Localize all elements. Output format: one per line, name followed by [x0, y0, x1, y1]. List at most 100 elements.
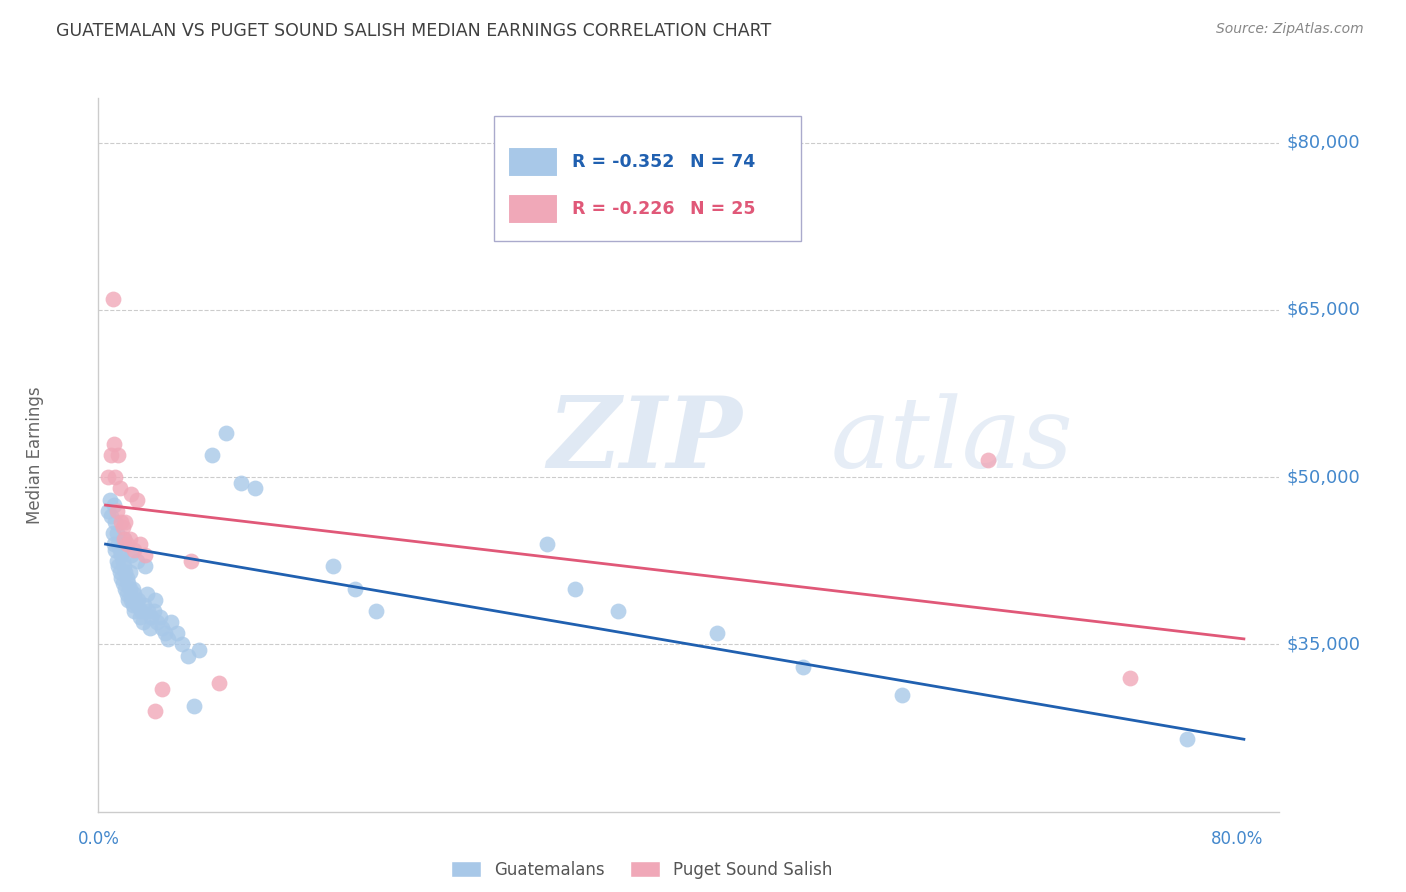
Text: N = 25: N = 25: [690, 200, 755, 218]
Text: R = -0.226: R = -0.226: [572, 200, 675, 218]
Point: [135, 587, 157, 601]
Point: [208, 676, 231, 690]
Point: [143, 592, 166, 607]
Point: [131, 615, 153, 630]
Point: [138, 621, 160, 635]
Point: [124, 592, 146, 607]
Point: [201, 448, 224, 462]
Point: [97, 470, 120, 484]
Point: [115, 587, 138, 601]
Point: [104, 470, 127, 484]
Point: [125, 492, 148, 507]
Point: [977, 453, 1000, 467]
Point: [111, 554, 134, 568]
Point: [120, 487, 142, 501]
Point: [564, 582, 586, 596]
Legend: Guatemalans, Puget Sound Salish: Guatemalans, Puget Sound Salish: [444, 855, 839, 886]
FancyBboxPatch shape: [494, 116, 801, 241]
Point: [706, 626, 728, 640]
Text: atlas: atlas: [831, 393, 1073, 488]
Point: [107, 448, 129, 462]
Point: [134, 559, 156, 574]
Point: [152, 681, 174, 696]
Point: [115, 537, 138, 551]
Text: Source: ZipAtlas.com: Source: ZipAtlas.com: [1216, 22, 1364, 37]
Point: [127, 592, 149, 607]
Text: GUATEMALAN VS PUGET SOUND SALISH MEDIAN EARNINGS CORRELATION CHART: GUATEMALAN VS PUGET SOUND SALISH MEDIAN …: [56, 22, 772, 40]
Point: [121, 599, 143, 613]
FancyBboxPatch shape: [508, 147, 558, 178]
Point: [100, 448, 122, 462]
Point: [128, 537, 150, 551]
Point: [108, 542, 131, 557]
Point: [107, 537, 129, 551]
Point: [536, 537, 558, 551]
Point: [118, 532, 141, 546]
Point: [121, 582, 143, 596]
Point: [129, 604, 152, 618]
Point: [1119, 671, 1142, 685]
Point: [101, 292, 124, 306]
Point: [108, 482, 131, 496]
Point: [115, 571, 138, 585]
Point: [139, 609, 162, 624]
Point: [125, 599, 148, 613]
Point: [114, 582, 136, 596]
Point: [188, 643, 211, 657]
Point: [128, 609, 150, 624]
Point: [103, 436, 125, 450]
FancyBboxPatch shape: [508, 194, 558, 224]
Point: [105, 554, 128, 568]
Point: [111, 520, 134, 534]
Point: [177, 648, 200, 663]
Point: [100, 509, 122, 524]
Point: [114, 515, 136, 529]
Point: [122, 604, 145, 618]
Point: [112, 532, 135, 546]
Point: [122, 587, 145, 601]
Point: [229, 475, 252, 490]
Point: [104, 542, 127, 557]
Point: [103, 498, 125, 512]
Text: ZIP: ZIP: [547, 392, 742, 489]
Point: [891, 688, 914, 702]
Point: [143, 705, 166, 719]
Point: [110, 515, 132, 529]
Point: [157, 632, 180, 646]
Point: [142, 604, 165, 618]
Point: [105, 526, 128, 541]
Point: [104, 515, 127, 529]
Point: [101, 526, 124, 541]
Point: [364, 604, 387, 618]
Text: R = -0.352: R = -0.352: [572, 153, 675, 171]
Point: [114, 565, 136, 579]
Point: [166, 626, 188, 640]
Point: [117, 576, 139, 591]
Point: [97, 503, 120, 517]
Point: [155, 626, 177, 640]
Point: [118, 582, 141, 596]
Point: [152, 621, 174, 635]
Point: [117, 592, 139, 607]
Point: [111, 576, 134, 591]
Point: [792, 660, 814, 674]
Point: [105, 503, 128, 517]
Text: $35,000: $35,000: [1286, 635, 1361, 654]
Point: [110, 548, 132, 563]
Text: 0.0%: 0.0%: [77, 830, 120, 847]
Point: [108, 565, 131, 579]
Point: [103, 537, 125, 551]
Point: [215, 425, 238, 440]
Point: [160, 615, 183, 630]
Point: [322, 559, 344, 574]
Point: [120, 548, 142, 563]
Point: [136, 604, 159, 618]
Text: $65,000: $65,000: [1286, 301, 1361, 319]
Point: [107, 559, 129, 574]
Point: [122, 542, 145, 557]
Point: [183, 698, 205, 713]
Point: [172, 637, 194, 651]
Point: [112, 532, 135, 546]
Point: [134, 548, 156, 563]
Text: $80,000: $80,000: [1286, 134, 1360, 152]
